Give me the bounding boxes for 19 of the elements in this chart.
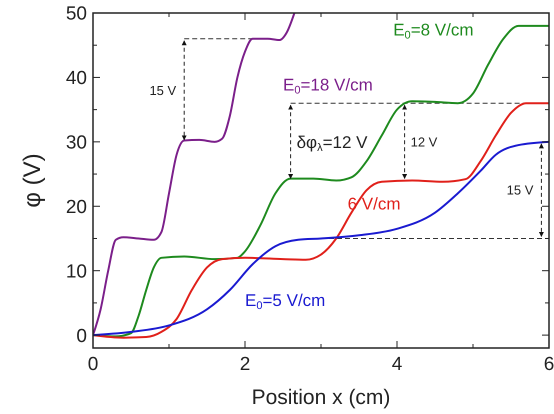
y-tick-label: 20 xyxy=(66,196,87,218)
y-tick-label: 10 xyxy=(66,261,87,282)
annotation: 12 V xyxy=(410,134,438,150)
annotation: δφ$_{λ}$=12 V xyxy=(296,132,368,154)
y-tick-label: 40 xyxy=(66,68,87,90)
x-tick-label: 2 xyxy=(240,354,250,375)
series-label: E$_{0}$=5 V/cm xyxy=(245,291,326,312)
x-tick-label: 6 xyxy=(544,354,554,375)
y-tick-label: 50 xyxy=(66,4,87,25)
text: E$_{0}$=18 V/cm xyxy=(283,75,373,97)
line-series xyxy=(93,102,549,339)
y-tick-label: 0 xyxy=(76,326,87,347)
y-axis-title: φ (V) xyxy=(19,153,46,208)
series-label: E$_{0}$=8 V/cm xyxy=(393,20,474,42)
x-tick-label: 4 xyxy=(392,354,403,375)
annotation: 15 V xyxy=(506,182,534,198)
x-axis-title: Position x (cm) xyxy=(252,386,390,409)
annotation: 15 V xyxy=(149,82,177,98)
y-tick-label: 30 xyxy=(66,132,87,154)
